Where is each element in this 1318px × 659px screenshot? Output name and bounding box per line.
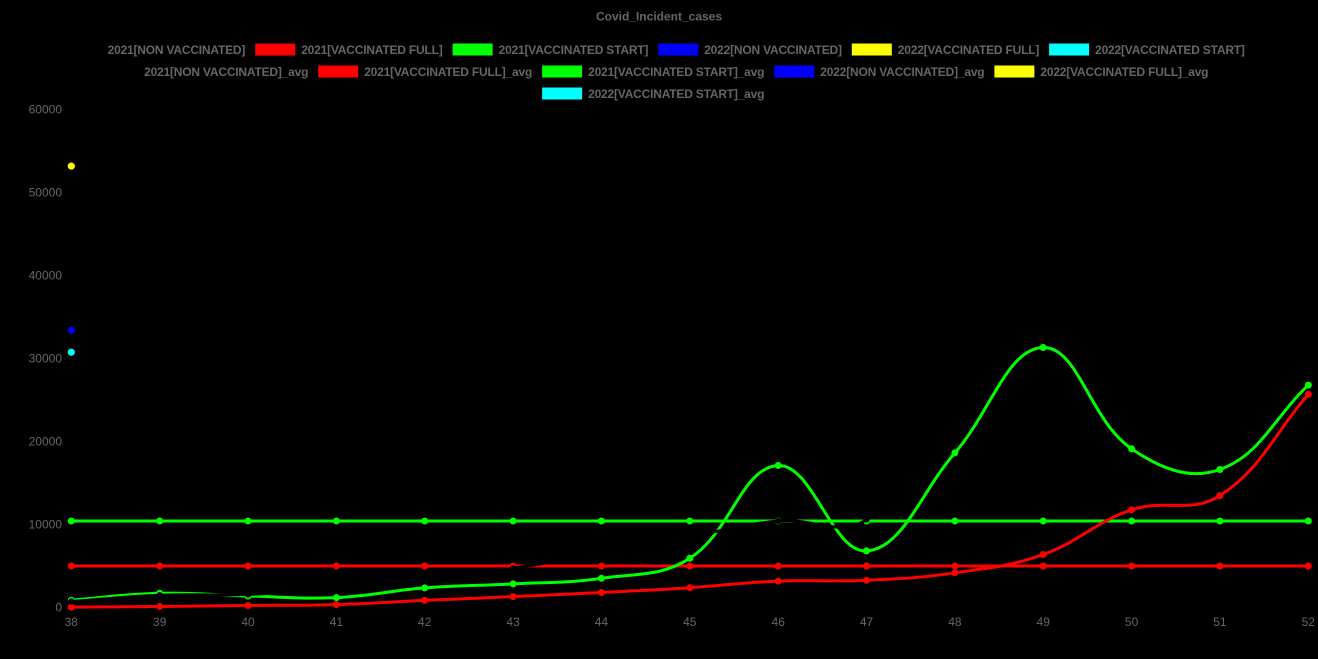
svg-text:2021[NON VACCINATED]: 2021[NON VACCINATED] [108, 43, 246, 57]
svg-text:2021[VACCINATED START]: 2021[VACCINATED START] [499, 43, 649, 57]
svg-text:42: 42 [418, 615, 432, 629]
svg-text:40: 40 [241, 615, 255, 629]
svg-text:30000: 30000 [29, 351, 63, 365]
svg-text:39: 39 [153, 615, 167, 629]
svg-text:43: 43 [506, 615, 520, 629]
svg-text:2021[VACCINATED START]_avg: 2021[VACCINATED START]_avg [588, 65, 764, 79]
svg-text:2022[VACCINATED START]_avg: 2022[VACCINATED START]_avg [588, 87, 764, 101]
svg-text:46: 46 [772, 615, 786, 629]
svg-text:47: 47 [860, 615, 874, 629]
svg-text:0: 0 [55, 601, 62, 615]
svg-text:2021[VACCINATED FULL]_avg: 2021[VACCINATED FULL]_avg [364, 65, 532, 79]
svg-text:45: 45 [683, 615, 697, 629]
svg-text:2022[NON VACCINATED]: 2022[NON VACCINATED] [704, 43, 842, 57]
svg-text:2022[VACCINATED START]: 2022[VACCINATED START] [1095, 43, 1245, 57]
svg-text:50000: 50000 [29, 185, 63, 199]
svg-text:2022[VACCINATED FULL]: 2022[VACCINATED FULL] [898, 43, 1040, 57]
svg-text:2021[NON VACCINATED]_avg: 2021[NON VACCINATED]_avg [144, 65, 308, 79]
svg-text:51: 51 [1213, 615, 1227, 629]
svg-text:10000: 10000 [29, 518, 63, 532]
svg-text:2021[VACCINATED FULL]: 2021[VACCINATED FULL] [301, 43, 443, 57]
svg-text:41: 41 [330, 615, 344, 629]
svg-text:Covid_Incident_cases: Covid_Incident_cases [596, 10, 722, 24]
svg-text:48: 48 [948, 615, 962, 629]
svg-text:38: 38 [65, 615, 79, 629]
svg-text:20000: 20000 [29, 435, 63, 449]
svg-text:2022[NON VACCINATED]_avg: 2022[NON VACCINATED]_avg [820, 65, 984, 79]
svg-text:49: 49 [1037, 615, 1051, 629]
svg-text:50: 50 [1125, 615, 1139, 629]
svg-text:2022[VACCINATED FULL]_avg: 2022[VACCINATED FULL]_avg [1040, 65, 1208, 79]
svg-text:40000: 40000 [29, 268, 63, 282]
svg-text:60000: 60000 [29, 102, 63, 116]
svg-text:44: 44 [595, 615, 609, 629]
svg-text:52: 52 [1302, 615, 1316, 629]
